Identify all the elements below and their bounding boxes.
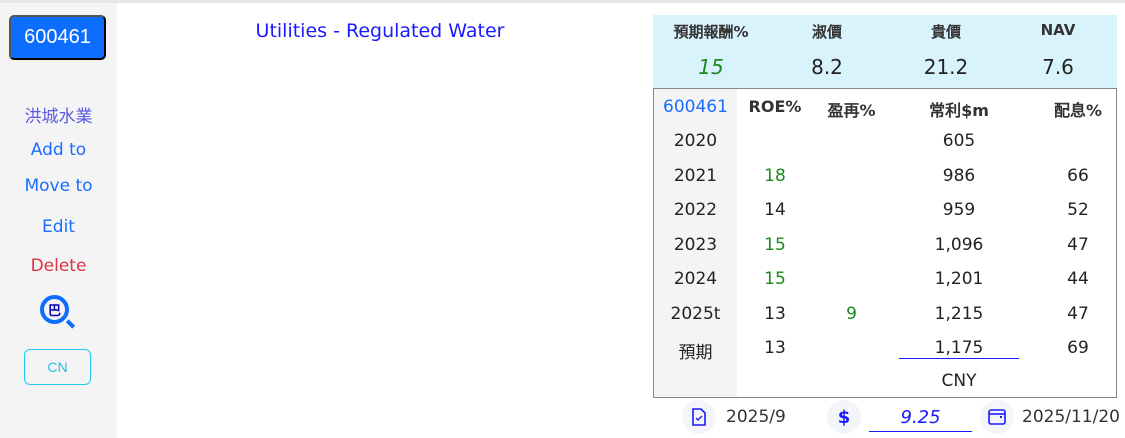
expected-return-header: 預期報酬% bbox=[673, 23, 749, 41]
document-check-icon bbox=[682, 400, 716, 434]
table-row: 預期 13 1,175 69 bbox=[654, 332, 1116, 366]
financial-table: 600461 ROE% 盈再% 常利$m 配息% 2020 605 2021 18 98… bbox=[653, 88, 1117, 398]
cell-roe: 18 bbox=[764, 165, 786, 186]
cell-profit: 986 bbox=[942, 165, 976, 186]
table-row: 2025t 13 9 1,215 47 bbox=[654, 298, 1116, 332]
calendar-icon bbox=[980, 400, 1014, 434]
cell-profit: 959 bbox=[942, 200, 976, 220]
cell-year: 預期 bbox=[678, 343, 713, 363]
cell-dividend: 47 bbox=[1067, 234, 1089, 255]
delete-link[interactable]: Delete bbox=[30, 256, 87, 276]
company-name-link[interactable]: 洪城水業 bbox=[24, 107, 93, 127]
cell-roe: 14 bbox=[764, 200, 786, 220]
report-date-value: 2025/9 bbox=[726, 407, 786, 427]
add-to-link[interactable]: Add to bbox=[30, 140, 87, 160]
header-profit: 常利$m bbox=[929, 101, 989, 120]
industry-title: Utilities - Regulated Water bbox=[255, 20, 505, 42]
header-code: 600461 bbox=[663, 97, 728, 117]
cell-year: 2020 bbox=[673, 131, 718, 151]
header-reinvest: 盈再% bbox=[827, 101, 876, 120]
move-to-link[interactable]: Move to bbox=[24, 176, 93, 196]
cell-year: 2021 bbox=[673, 165, 718, 186]
cell-year: 2024 bbox=[673, 269, 718, 289]
nav-header: NAV bbox=[1040, 21, 1076, 39]
cell-year: 2023 bbox=[673, 234, 718, 255]
cell-profit: 1,201 bbox=[934, 269, 984, 289]
search-icon[interactable]: 巴 bbox=[40, 295, 76, 331]
table-header: 600461 ROE% 盈再% 常利$m 配息% bbox=[654, 91, 1116, 125]
currency-row: CNY bbox=[654, 365, 1116, 399]
table-row: 2022 14 959 52 bbox=[654, 194, 1116, 228]
cell-roe: 13 bbox=[764, 303, 786, 324]
cell-roe: 15 bbox=[764, 269, 786, 289]
table-row: 2023 15 1,096 47 bbox=[654, 229, 1116, 263]
table-row: 2021 18 986 66 bbox=[654, 160, 1116, 194]
cell-year: 2022 bbox=[673, 200, 718, 220]
header-dividend: 配息% bbox=[1053, 101, 1103, 120]
header-roe: ROE% bbox=[748, 97, 802, 116]
price-area: $ bbox=[827, 399, 861, 435]
cell-dividend: 52 bbox=[1067, 200, 1089, 220]
edit-link[interactable]: Edit bbox=[42, 217, 75, 237]
expensive-price-header: 貴價 bbox=[930, 23, 961, 41]
table-row: 2024 15 1,201 44 bbox=[654, 263, 1116, 297]
expensive-price-value: 21.2 bbox=[923, 55, 969, 79]
cell-year: 2025t bbox=[670, 303, 721, 324]
nav-value: 7.6 bbox=[1042, 55, 1074, 79]
price-input[interactable] bbox=[869, 404, 972, 432]
valuation-summary: 預期報酬% 淑價 貴價 NAV 15 8.2 21.2 7.6 bbox=[653, 15, 1117, 88]
cn-button[interactable]: CN bbox=[24, 349, 91, 385]
cell-roe: 15 bbox=[764, 234, 786, 255]
cell-profit: 1,215 bbox=[934, 303, 984, 324]
sidebar: 600461 洪城水業 Add to Move to Edit Delete 巴… bbox=[0, 3, 117, 438]
cell-profit: 605 bbox=[942, 131, 976, 151]
cell-dividend: 47 bbox=[1067, 303, 1089, 324]
cell-dividend: 66 bbox=[1067, 165, 1089, 186]
cell-dividend: 69 bbox=[1067, 338, 1089, 358]
cheap-price-value: 8.2 bbox=[811, 55, 843, 79]
cell-reinvest: 9 bbox=[846, 303, 857, 324]
report-date: 2025/9 bbox=[682, 399, 786, 435]
expected-return-value: 15 bbox=[698, 55, 724, 79]
stock-code-button[interactable]: 600461 bbox=[9, 15, 106, 60]
cell-profit: 1,175 bbox=[899, 338, 1019, 359]
price-date-value: 2025/11/20 bbox=[1022, 407, 1120, 427]
cell-profit: 1,096 bbox=[934, 234, 984, 255]
dollar-icon: $ bbox=[827, 400, 861, 434]
table-row: 2020 605 bbox=[654, 125, 1116, 159]
price-date: 2025/11/20 bbox=[980, 399, 1120, 435]
cell-roe: 13 bbox=[764, 338, 786, 358]
currency-label: CNY bbox=[941, 371, 977, 391]
cheap-price-header: 淑價 bbox=[811, 23, 842, 41]
cell-dividend: 44 bbox=[1067, 269, 1089, 289]
top-border bbox=[0, 0, 1125, 3]
